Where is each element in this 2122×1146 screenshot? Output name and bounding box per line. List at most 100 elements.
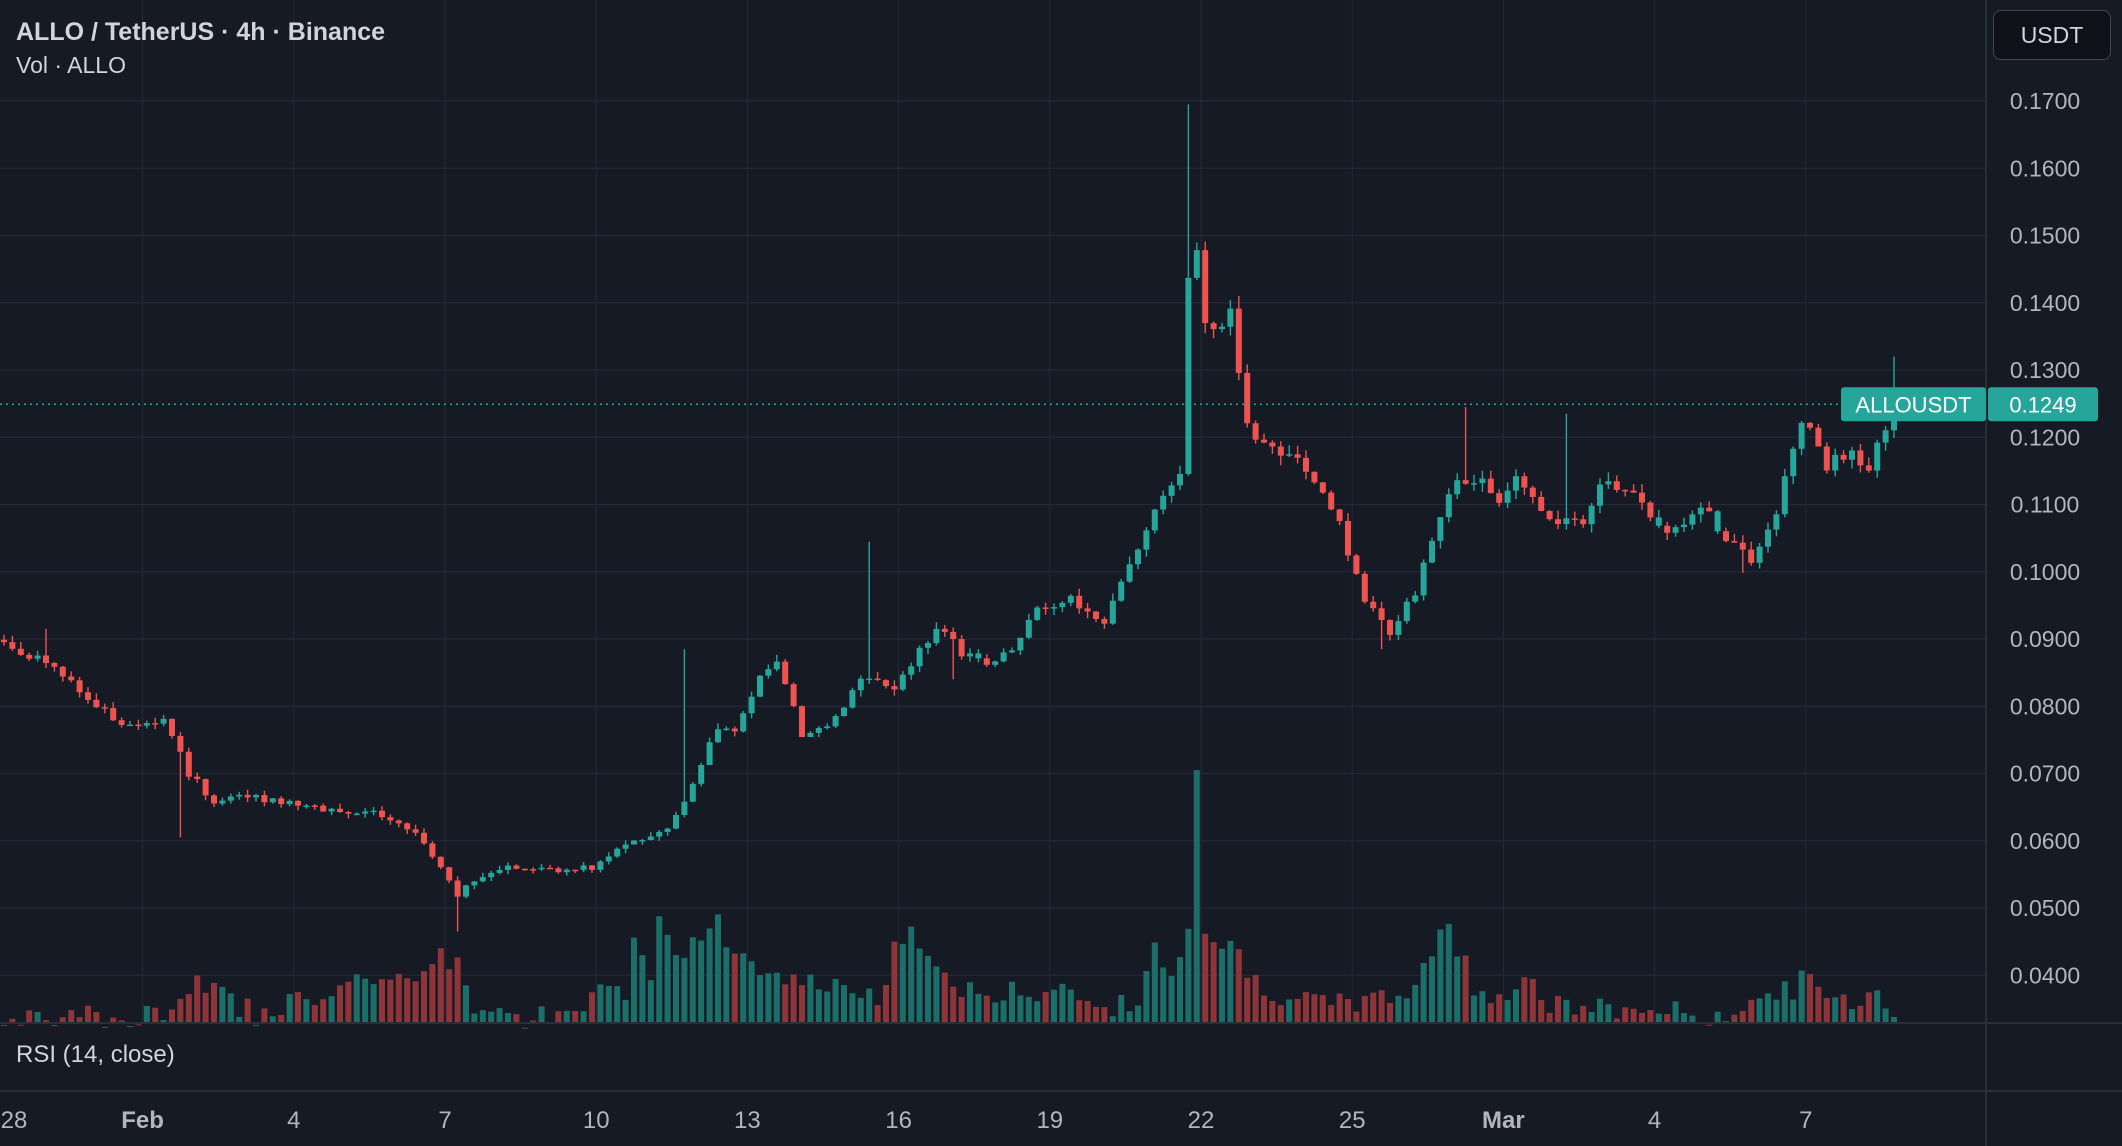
candle-body-186 (1563, 518, 1570, 525)
volume-bar-48 (404, 978, 411, 1023)
volume-bar-34 (286, 994, 293, 1023)
candle-body-175 (1471, 483, 1477, 485)
candle-body-79 (664, 828, 671, 832)
volume-bar-134 (1126, 1011, 1133, 1023)
rsi-legend[interactable]: RSI (14, close) (16, 1041, 175, 1068)
volume-bar-0 (1, 1024, 7, 1026)
volume-bar-21 (177, 998, 184, 1023)
volume-bar-145 (1219, 948, 1225, 1023)
volume-bar-140 (1177, 956, 1183, 1023)
grid (0, 0, 1986, 1023)
volume-bar-142 (1193, 770, 1200, 1023)
candle-body-7 (59, 666, 66, 677)
candle-body-144 (1210, 323, 1217, 330)
candle-body-25 (211, 795, 217, 804)
candle-body-108 (908, 666, 915, 675)
volume-bar-60 (505, 1013, 511, 1023)
volume-bar-98 (824, 991, 831, 1023)
candle-body-39 (328, 808, 335, 812)
volume-bar-110 (925, 955, 931, 1023)
symbol-legend-title[interactable]: ALLO / TetherUS · 4h · Binance (16, 18, 386, 46)
candle-body-60 (505, 865, 511, 870)
candle-body-147 (1235, 308, 1242, 373)
volume-bar-137 (1151, 942, 1158, 1023)
volume-bar-4 (34, 1012, 41, 1023)
candle-body-3 (26, 654, 33, 659)
candle-body-90 (757, 675, 763, 697)
candle-body-154 (1294, 454, 1301, 458)
candle-body-131 (1101, 619, 1108, 624)
candle-body-218 (1832, 454, 1839, 471)
volume-bar-150 (1261, 995, 1267, 1023)
volume-bar-8 (68, 1010, 75, 1023)
y-tick-label-0: 0.0400 (2010, 962, 2080, 988)
volume-bar-117 (983, 995, 990, 1023)
volume-bar-149 (1252, 975, 1259, 1023)
volume-bar-81 (681, 957, 688, 1023)
candle-body-222 (1865, 465, 1872, 471)
volume-bar-154 (1294, 999, 1301, 1023)
candle-body-109 (916, 647, 923, 667)
candle-body-110 (925, 643, 931, 648)
candle-body-45 (379, 810, 385, 818)
candle-body-111 (933, 628, 940, 644)
volume-bar-78 (656, 916, 663, 1023)
candle-body-117 (983, 658, 990, 665)
volume-legend[interactable]: Vol · ALLO (16, 52, 126, 78)
volume-bar-206 (1731, 1014, 1738, 1023)
candle-body-149 (1252, 423, 1259, 440)
volume-bar-43 (362, 978, 369, 1023)
volume-bar-212 (1781, 981, 1788, 1023)
volume-bar-22 (185, 994, 192, 1023)
volume-bar-96 (807, 974, 814, 1023)
volume-bar-196 (1647, 1009, 1654, 1023)
currency-button[interactable]: USDT (1993, 10, 2111, 60)
volume-bar-35 (295, 992, 301, 1023)
y-tick-label-4: 0.0800 (2010, 693, 2080, 719)
volume-bar-169 (1420, 962, 1427, 1023)
volume-bar-133 (1118, 995, 1125, 1023)
candle-body-140 (1177, 473, 1183, 486)
volume-bar-46 (387, 979, 394, 1023)
candle-body-65 (547, 867, 553, 870)
y-tick-label-6: 0.1000 (2010, 559, 2080, 585)
candle-body-142 (1193, 250, 1200, 278)
candle-body-182 (1529, 487, 1536, 497)
candle-body-196 (1647, 502, 1654, 518)
candle-body-96 (807, 732, 814, 737)
candle-body-193 (1622, 489, 1629, 492)
volume-bar-66 (555, 1011, 562, 1023)
volume-bar-225 (1891, 1016, 1897, 1023)
candle-body-121 (1017, 637, 1024, 651)
volume-bar-189 (1588, 1011, 1595, 1023)
x-tick-label-0: 28 (1, 1107, 28, 1134)
candle-body-209 (1756, 546, 1763, 563)
price-axis[interactable]: 0.0400 0.0500 0.0600 0.0700 0.0800 0.0900 0.10… (2010, 88, 2080, 988)
volume-bar-163 (1370, 992, 1377, 1023)
volume-bar-172 (1445, 923, 1452, 1023)
candle-body-118 (992, 661, 999, 665)
volume-bar-209 (1756, 998, 1763, 1023)
volume-bar-100 (841, 985, 847, 1023)
volume-bar-191 (1605, 1004, 1612, 1023)
volume-bar-5 (43, 1020, 49, 1023)
volume-bar-193 (1622, 1007, 1629, 1023)
volume-bar-217 (1823, 998, 1830, 1023)
candle-body-150 (1261, 439, 1267, 443)
time-axis[interactable]: 28 Feb 4 7 10 13 16 19 22 25 Mar 4 7 (1, 1107, 1813, 1134)
volume-bar-77 (647, 980, 654, 1023)
candle-body-61 (513, 865, 520, 869)
candle-body-97 (815, 728, 822, 733)
candle-body-192 (1613, 481, 1620, 490)
candle-body-178 (1496, 493, 1503, 503)
y-tick-label-2: 0.0600 (2010, 828, 2080, 854)
candle-body-128 (1076, 595, 1083, 609)
volume-bar-109 (916, 948, 923, 1023)
candle-body-5 (43, 655, 49, 664)
volume-bar-222 (1865, 992, 1872, 1023)
candle-body-103 (866, 678, 873, 681)
volume-bar-123 (1034, 1001, 1041, 1023)
candle-body-91 (765, 669, 772, 676)
volume-bar-211 (1773, 999, 1780, 1023)
